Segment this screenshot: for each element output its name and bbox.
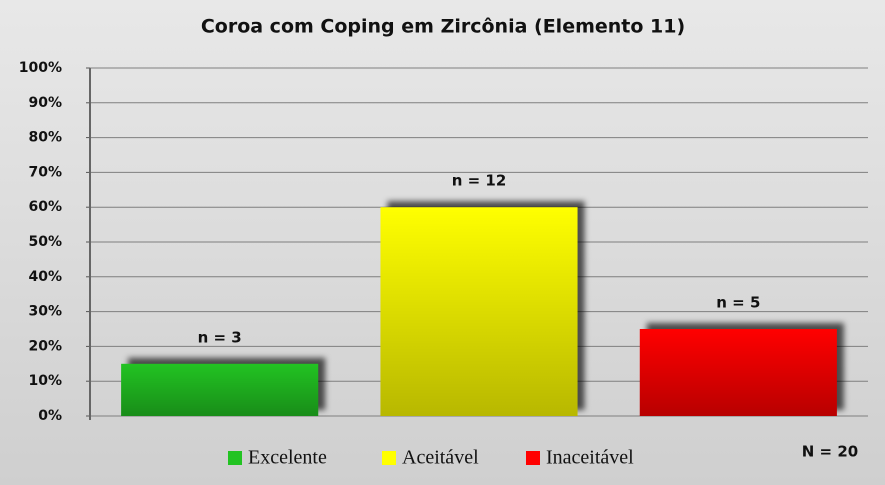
annotation: N = 20 bbox=[802, 443, 858, 461]
y-tick-label: 20% bbox=[28, 338, 62, 354]
y-tick-label: 70% bbox=[28, 164, 62, 180]
y-tick-label: 10% bbox=[28, 373, 62, 389]
y-tick-label: 0% bbox=[38, 408, 62, 424]
y-tick-label: 80% bbox=[28, 130, 62, 146]
legend-label: Inaceitável bbox=[546, 447, 634, 469]
y-tick-label: 50% bbox=[28, 234, 62, 250]
value-label: n = 5 bbox=[716, 294, 760, 312]
y-tick-label: 100% bbox=[19, 60, 62, 76]
y-tick-label: 90% bbox=[28, 95, 62, 111]
y-tick-label: 30% bbox=[28, 304, 62, 320]
legend-label: Aceitável bbox=[402, 447, 479, 469]
value-label: n = 12 bbox=[452, 172, 507, 190]
legend-swatch bbox=[228, 451, 242, 465]
legend-swatch bbox=[526, 451, 540, 465]
y-tick-label: 60% bbox=[28, 199, 62, 215]
y-tick-label: 40% bbox=[28, 269, 62, 285]
value-label: n = 3 bbox=[198, 328, 242, 346]
legend-label: Excelente bbox=[248, 447, 327, 469]
bar-shade bbox=[121, 363, 319, 416]
chart-title: Coroa com Coping em Zircônia (Elemento 1… bbox=[201, 16, 685, 38]
bar-shade bbox=[380, 207, 578, 416]
legend-swatch bbox=[382, 451, 396, 465]
bar-shade bbox=[639, 329, 837, 416]
